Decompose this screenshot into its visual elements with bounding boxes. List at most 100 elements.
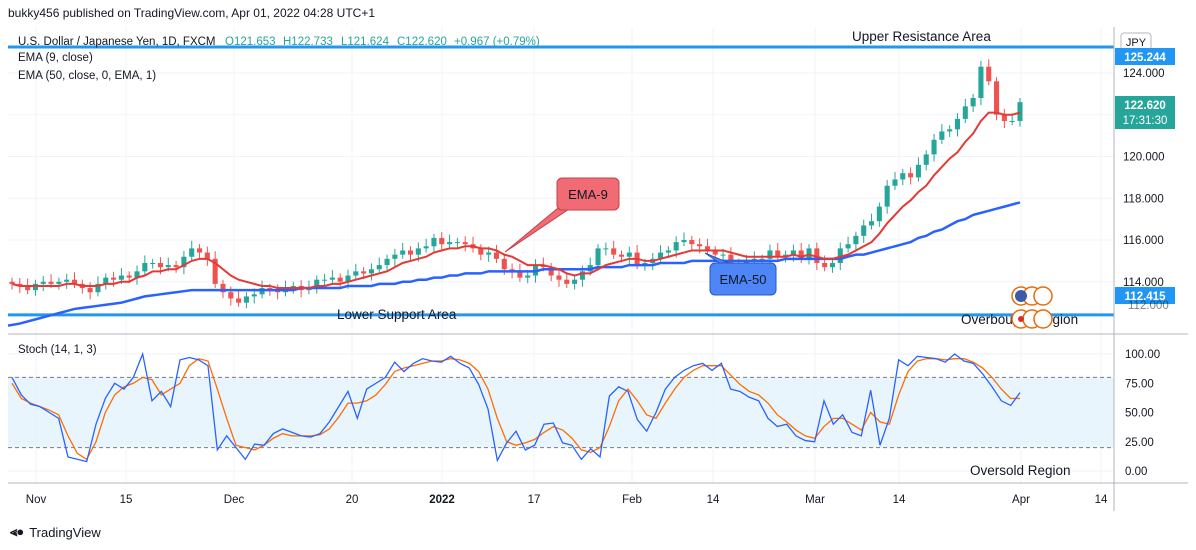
- candle-body: [25, 285, 31, 291]
- time-tick-label: 14: [707, 494, 720, 506]
- lower-support-label: Lower Support Area: [337, 307, 457, 322]
- candle-body: [478, 248, 484, 255]
- candle-body: [783, 254, 789, 257]
- legend-high: H122.733: [283, 36, 333, 48]
- resistance-price: 125.244: [1124, 52, 1166, 64]
- candle-body: [603, 248, 609, 250]
- candle-body: [556, 275, 562, 280]
- last-price-tag: [1115, 96, 1175, 129]
- event-flags-icon[interactable]: [1011, 286, 1053, 329]
- candle-body: [939, 131, 945, 140]
- ema50-line: [8, 201, 1021, 327]
- candle-body: [345, 275, 351, 282]
- candle-body: [251, 294, 257, 297]
- candle-body: [790, 250, 796, 255]
- candle-body: [314, 279, 320, 289]
- candle-body: [150, 262, 156, 264]
- time-tick-label: Mar: [805, 494, 825, 506]
- support-price-tag: [1115, 287, 1175, 304]
- candle-body: [876, 206, 882, 222]
- candle-body: [220, 283, 226, 293]
- legend-close: C122.620: [397, 36, 447, 48]
- candle-body: [384, 258, 390, 266]
- candle-body: [962, 106, 968, 119]
- candle-body: [462, 242, 468, 245]
- price-tick-hidden: 112.000: [1128, 300, 1169, 312]
- main-chart[interactable]: U.S. Dollar / Japanese Yen, 1D, FXCM O12…: [8, 27, 1188, 511]
- price-tick-label: 120.000: [1123, 151, 1165, 163]
- candle-body: [17, 283, 23, 286]
- candle-body: [189, 248, 195, 257]
- candle-body: [165, 265, 171, 268]
- candle-body: [1017, 102, 1023, 121]
- stoch-tick-label: 100.00: [1125, 349, 1160, 361]
- candle-body: [392, 254, 398, 259]
- time-axis[interactable]: Nov 15 Dec 20 2022 17 Feb 14 Mar 14 Apr 14: [26, 494, 1108, 506]
- support-price: 112.415: [1125, 291, 1167, 303]
- jp-flag-icon: [1033, 309, 1053, 329]
- stoch-d-line: [11, 357, 1020, 461]
- ema9-callout[interactable]: EMA-9: [504, 177, 620, 253]
- candle-body: [861, 225, 867, 236]
- candle-body: [447, 242, 453, 245]
- us-flag-icon: [1033, 286, 1053, 306]
- legend-change: +0.967 (+0.79%): [454, 36, 540, 48]
- candle-body: [618, 254, 625, 257]
- legend-ema50: EMA (50, close, 0, EMA, 1): [18, 70, 156, 82]
- candle-body: [673, 242, 679, 251]
- candle-body: [892, 179, 898, 186]
- candle-body: [767, 250, 773, 259]
- candle-body: [931, 139, 937, 155]
- candle-body: [947, 129, 953, 132]
- time-tick-label: Dec: [224, 494, 245, 506]
- candle-body: [204, 252, 210, 259]
- candle-body: [71, 279, 78, 284]
- candle-body: [978, 66, 984, 99]
- stoch-tick-label: 0.00: [1125, 466, 1147, 478]
- candle-body: [40, 281, 46, 284]
- candle-body: [525, 275, 531, 278]
- ema50-callout[interactable]: EMA-50: [704, 252, 777, 296]
- candle-body: [501, 258, 507, 270]
- time-tick-label: 20: [346, 494, 359, 506]
- candle-body: [923, 154, 929, 165]
- candle-body: [1001, 114, 1007, 121]
- candle-body: [486, 252, 492, 255]
- footer-brand[interactable]: ⪡● TradingView: [10, 524, 101, 540]
- stoch-tick-label: 25.00: [1125, 437, 1154, 449]
- candle-body: [126, 275, 132, 278]
- price-tick-label: 124.000: [1123, 68, 1165, 80]
- legend-open: O121.653: [225, 36, 276, 48]
- upper-resistance-label: Upper Resistance Area: [852, 29, 991, 44]
- candle-body: [118, 275, 124, 280]
- price-tick-label: 118.000: [1123, 193, 1164, 205]
- candle-body: [64, 279, 70, 282]
- candle-body: [798, 250, 804, 259]
- time-tick-label: 2022: [429, 494, 455, 506]
- stoch-axis[interactable]: 100.00 75.00 50.00 25.00 0.00: [1125, 349, 1160, 478]
- candle-body: [611, 248, 617, 255]
- candle-body: [454, 242, 460, 244]
- candle-body: [243, 296, 249, 303]
- legend-low: L121.624: [341, 36, 390, 48]
- candle-body: [431, 237, 437, 247]
- brand-name: TradingView: [29, 524, 101, 540]
- tradingview-logo-icon: ⪡●: [10, 524, 24, 539]
- stoch-tick-label: 50.00: [1125, 408, 1154, 420]
- candle-body: [970, 98, 976, 107]
- candle-body: [837, 248, 843, 263]
- candle-body: [954, 118, 961, 130]
- us-flag-icon: [1015, 290, 1027, 302]
- stoch-k-line: [11, 351, 1021, 463]
- legend-stoch: Stoch (14, 1, 3): [18, 344, 97, 356]
- candle-body: [9, 281, 15, 284]
- candle-body: [134, 271, 140, 278]
- legend-ema9: EMA (9, close): [18, 52, 93, 64]
- candle-body: [829, 262, 836, 268]
- bar-countdown: 17:31:30: [1123, 115, 1168, 127]
- candle-body: [572, 279, 578, 284]
- candle-body: [564, 279, 570, 284]
- candle-body: [142, 262, 148, 272]
- candle-body: [157, 262, 164, 268]
- legend-symbol: U.S. Dollar / Japanese Yen, 1D, FXCM: [18, 36, 216, 48]
